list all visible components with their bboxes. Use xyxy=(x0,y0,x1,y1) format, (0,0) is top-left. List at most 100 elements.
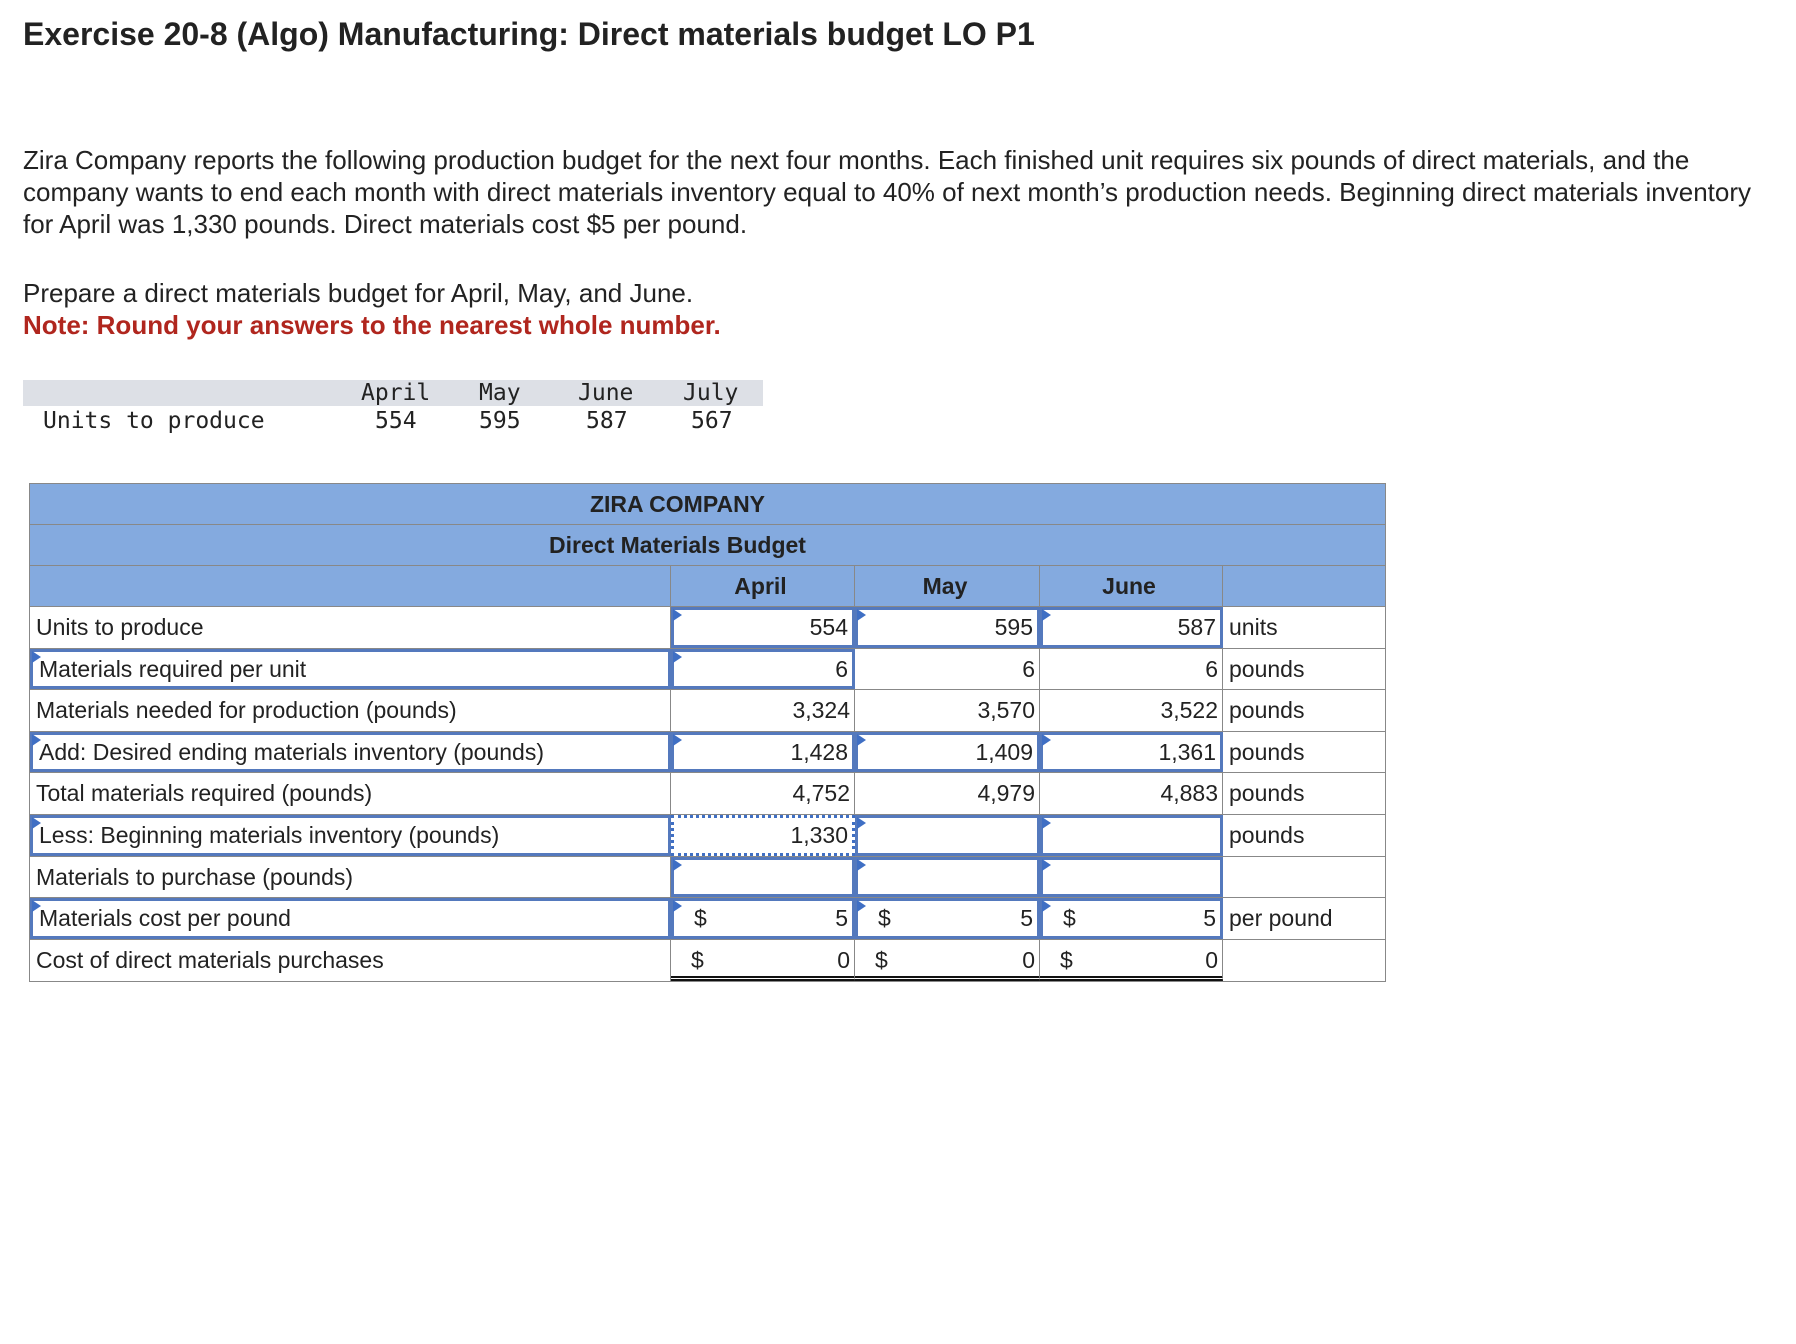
amount-cell: 4,979 xyxy=(855,773,1040,814)
row-label[interactable]: Materials cost per pound xyxy=(30,898,671,939)
row-label[interactable]: Less: Beginning materials inventory (pou… xyxy=(30,814,671,856)
company-name: ZIRA COMPANY xyxy=(589,491,766,517)
budget-title-header: Direct Materials Budget xyxy=(30,525,1385,566)
amount-cell: $0 xyxy=(855,939,1040,982)
unit-label xyxy=(1223,857,1385,898)
units-value: 587 xyxy=(586,408,628,434)
amount-input[interactable]: 1,428 xyxy=(671,731,855,773)
amount-input[interactable]: 1,361 xyxy=(1040,731,1223,773)
dollar-sign: $ xyxy=(1060,946,1073,973)
table-row: Materials needed for production (pounds)… xyxy=(30,690,1385,732)
unit-label: pounds xyxy=(1229,821,1305,848)
dollar-sign: $ xyxy=(694,905,707,932)
month-april: April xyxy=(671,566,855,606)
table-row: Less: Beginning materials inventory (pou… xyxy=(30,814,1385,857)
amount-cell: 3,522 xyxy=(1040,690,1223,731)
cell-value: 4,979 xyxy=(977,780,1035,807)
cell-value: 587 xyxy=(1177,614,1216,640)
unit-label: units xyxy=(1229,614,1278,640)
amount-input[interactable]: $5 xyxy=(671,898,855,939)
table-row: Materials required per unit 6 6 6 pounds xyxy=(30,648,1385,691)
row-label: Total materials required (pounds) xyxy=(30,773,671,814)
table-row: Add: Desired ending materials inventory … xyxy=(30,731,1385,774)
amount-cell: 4,752 xyxy=(671,773,855,814)
blank-header xyxy=(1223,566,1385,606)
unit-label: per pound xyxy=(1229,905,1333,932)
dollar-sign: $ xyxy=(878,905,891,932)
row-label[interactable]: Add: Desired ending materials inventory … xyxy=(30,731,671,773)
cell-value: 0 xyxy=(1205,946,1218,973)
amount-input[interactable] xyxy=(671,856,855,898)
row-label[interactable]: Materials required per unit xyxy=(30,648,671,690)
table-row: Materials cost per pound $5 $5 $5 per pound xyxy=(30,898,1385,940)
month-header: July xyxy=(683,380,739,406)
unit-label: pounds xyxy=(1229,655,1305,682)
cell-value: 595 xyxy=(994,614,1033,640)
amount-input[interactable]: 1,409 xyxy=(855,731,1040,773)
amount-cell: 6 xyxy=(855,648,1040,690)
cell-value: 4,883 xyxy=(1160,780,1218,807)
amount-input[interactable] xyxy=(1040,814,1223,856)
cell-value: 0 xyxy=(1022,946,1035,973)
amount-input[interactable] xyxy=(1040,856,1223,898)
cell-value: 4,752 xyxy=(792,780,850,807)
company-header: ZIRA COMPANY xyxy=(30,484,1385,525)
amount-cell: 3,324 xyxy=(671,690,855,731)
units-value: 567 xyxy=(691,408,733,434)
units-value: 554 xyxy=(375,408,417,434)
row-label: Units to produce xyxy=(43,408,265,434)
amount-input[interactable] xyxy=(855,856,1040,898)
unit-label: pounds xyxy=(1229,697,1305,724)
unit-label: pounds xyxy=(1229,780,1305,807)
amount-input[interactable]: 587 xyxy=(1040,607,1223,648)
cell-value: 5 xyxy=(835,905,848,932)
dollar-sign: $ xyxy=(875,946,888,973)
cell-value: 6 xyxy=(835,655,848,682)
amount-cell: 3,570 xyxy=(855,690,1040,731)
cell-value: 554 xyxy=(809,614,848,640)
amount-input[interactable]: 595 xyxy=(855,607,1040,648)
cell-value: 5 xyxy=(1203,905,1216,932)
month-header-row: April May June xyxy=(30,566,1385,607)
blank-header xyxy=(30,566,671,606)
month-june: June xyxy=(1040,566,1223,606)
instructions: Prepare a direct materials budget for Ap… xyxy=(23,277,721,341)
amount-input[interactable]: 554 xyxy=(671,607,855,648)
unit-label xyxy=(1223,940,1385,982)
budget-rows: Units to produce 554 595 587 units Materials … xyxy=(30,607,1385,982)
amount-input[interactable] xyxy=(855,814,1040,856)
amount-input[interactable]: $5 xyxy=(855,898,1040,939)
month-header: June xyxy=(578,380,634,406)
cell-value: 6 xyxy=(1022,655,1035,682)
month-header: May xyxy=(479,380,521,406)
amount-cell: 4,883 xyxy=(1040,773,1223,814)
instruction-text: Prepare a direct materials budget for Ap… xyxy=(23,278,694,308)
amount-input[interactable]: 6 xyxy=(671,648,855,690)
dollar-sign: $ xyxy=(691,946,704,973)
amount-cell: 6 xyxy=(1040,648,1223,690)
cell-value: 1,409 xyxy=(975,738,1033,765)
direct-materials-budget: ZIRA COMPANY Direct Materials Budget Apr… xyxy=(29,483,1386,983)
cell-value: 0 xyxy=(837,946,850,973)
row-label: Materials needed for production (pounds) xyxy=(30,690,671,731)
table-row: Materials to purchase (pounds) xyxy=(30,856,1385,899)
units-value: 595 xyxy=(479,408,521,434)
cell-value: 3,324 xyxy=(792,697,850,724)
budget-title: Direct Materials Budget xyxy=(549,532,806,558)
amount-input[interactable]: $5 xyxy=(1040,898,1223,939)
problem-text: Zira Company reports the following produ… xyxy=(23,145,1752,239)
amount-input[interactable]: 1,330 xyxy=(671,814,855,856)
cell-value: 6 xyxy=(1205,655,1218,682)
page-title: Exercise 20-8 (Algo) Manufacturing: Dire… xyxy=(23,16,1035,52)
row-label: Units to produce xyxy=(30,607,671,648)
amount-cell: $0 xyxy=(1040,939,1223,982)
cell-value: 3,570 xyxy=(977,697,1035,724)
table-row: Total materials required (pounds) 4,752 4,… xyxy=(30,773,1385,815)
row-label: Cost of direct materials purchases xyxy=(30,939,671,982)
table-row: Units to produce 554 595 587 units xyxy=(30,607,1385,649)
rounding-note: Note: Round your answers to the nearest … xyxy=(23,310,721,340)
month-may: May xyxy=(855,566,1040,606)
table-row: Cost of direct materials purchases $0 $0 $0 xyxy=(30,939,1385,982)
header-bar xyxy=(23,380,763,406)
amount-cell: $0 xyxy=(671,939,855,982)
